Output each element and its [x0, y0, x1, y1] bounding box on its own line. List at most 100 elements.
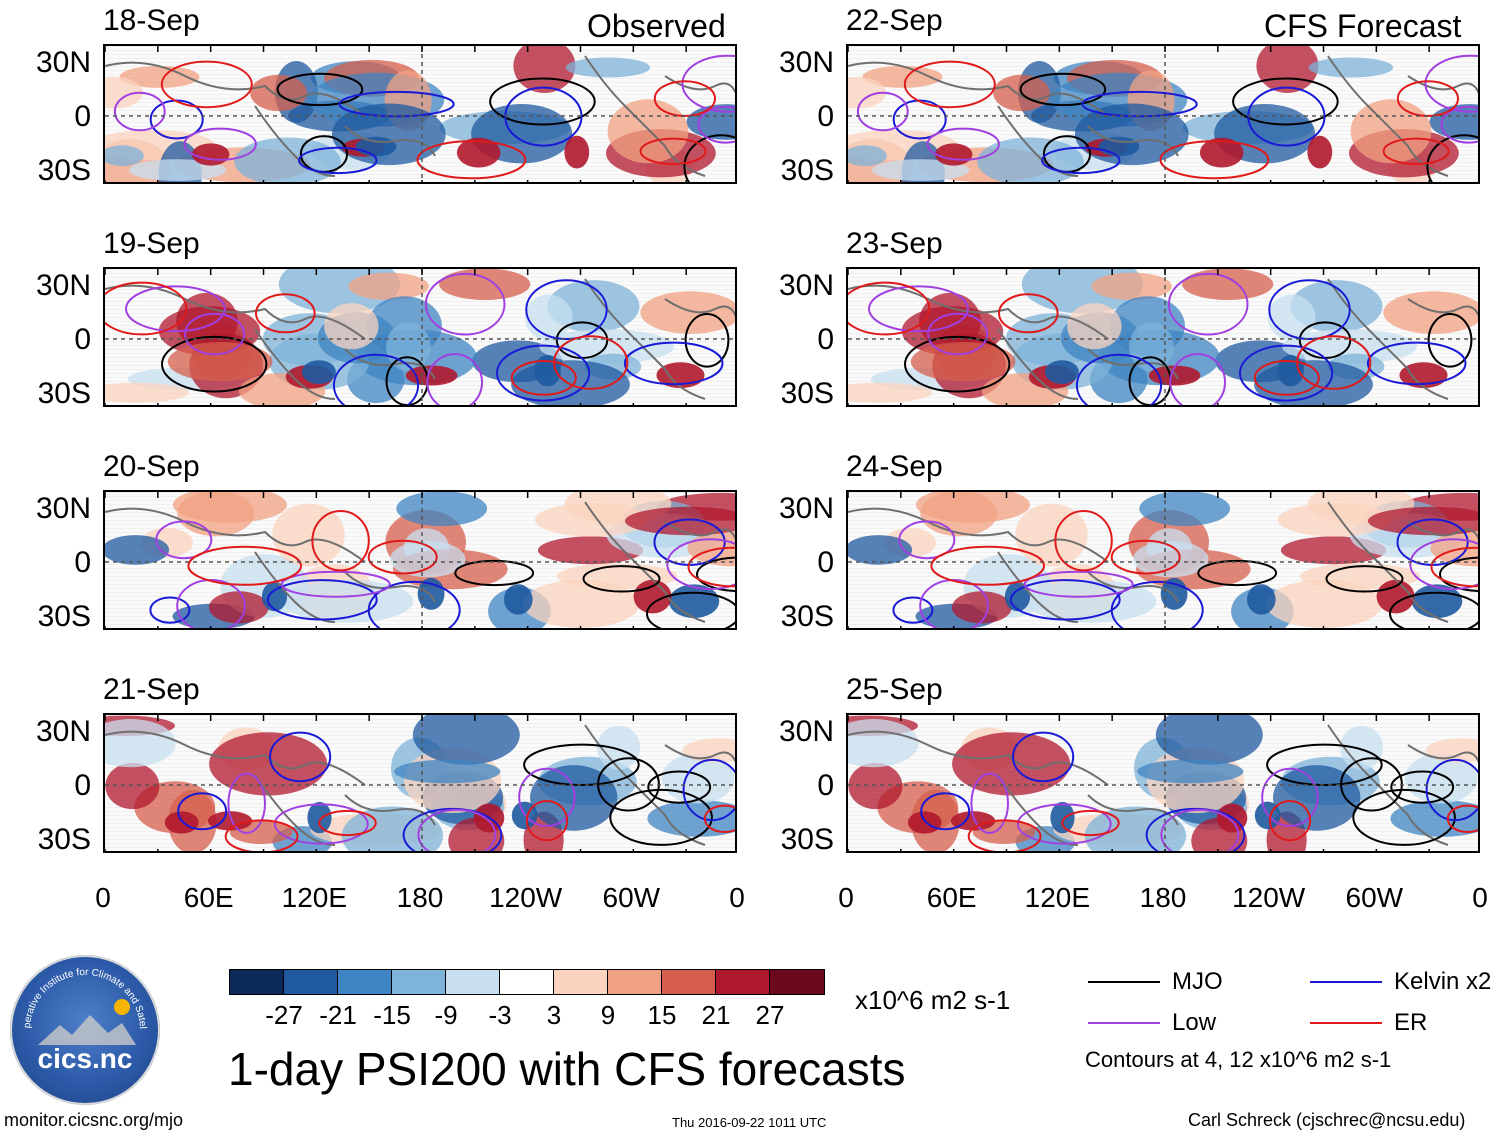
contour-low — [125, 285, 226, 333]
x-tick-label: 0 — [729, 882, 745, 913]
y-tick-label: 0 — [817, 323, 834, 356]
coastline — [848, 507, 1109, 563]
contour-low — [919, 579, 989, 628]
contour-kelvin-x2 — [1268, 279, 1351, 340]
anomaly-shading — [105, 145, 144, 167]
anomaly-shading — [1067, 303, 1122, 350]
y-tick-label: 30N — [778, 46, 834, 79]
colorbar-swatch — [554, 970, 608, 994]
colorbar-swatch — [500, 970, 554, 994]
map-panel — [103, 713, 737, 853]
anomaly-shading — [1429, 104, 1478, 140]
colorbar-tick-label: 15 — [647, 1000, 677, 1030]
anomaly-shading — [920, 492, 998, 537]
x-tick-label: 60E — [183, 882, 234, 913]
x-tick-label: 120W — [1232, 882, 1306, 913]
colorbar-swatch — [662, 970, 716, 994]
anomaly-core — [207, 811, 253, 831]
anomaly-shading — [1091, 272, 1172, 300]
y-tick-label: 30N — [35, 46, 91, 79]
observed-label: Observed — [587, 8, 726, 44]
contour-er — [224, 819, 299, 851]
colorbar-swatch — [338, 970, 392, 994]
anomaly-shading — [348, 272, 429, 300]
contour-er — [525, 800, 569, 842]
contour-kelvin-x2 — [266, 579, 378, 621]
colorbar-swatch — [608, 970, 662, 994]
contour-kelvin-x2 — [1425, 758, 1478, 822]
anomaly-shading — [534, 503, 649, 537]
contour-low — [1016, 803, 1112, 845]
x-tick-label: 60E — [926, 882, 977, 913]
map-svg — [848, 715, 1478, 851]
anomaly-shading — [119, 65, 200, 88]
anomaly-shading — [390, 540, 466, 578]
contour-kelvin-x2 — [298, 146, 378, 175]
contour-low — [1023, 570, 1134, 598]
anomaly-core — [164, 811, 199, 834]
anomaly-shading — [1137, 759, 1244, 784]
contour-kelvin-x2 — [332, 353, 420, 405]
contour-mjo — [1325, 565, 1404, 593]
colorbar-tick-label: 27 — [755, 1000, 785, 1030]
contour-mjo — [1439, 556, 1478, 592]
contour-low — [155, 520, 213, 560]
x-tick-label: 0 — [95, 882, 111, 913]
anomaly-core — [1199, 137, 1244, 168]
map-svg — [848, 492, 1478, 628]
contour-kelvin-x2 — [496, 344, 591, 402]
anomaly-shading — [412, 715, 520, 765]
y-tick-label: 0 — [817, 769, 834, 802]
contour-er — [1061, 809, 1120, 837]
logo-ring-text: Cooperative Institute for Climate and Sa… — [10, 955, 148, 1029]
contour-er — [967, 819, 1042, 851]
map-svg — [848, 269, 1478, 405]
contour-kelvin-x2 — [1012, 731, 1075, 783]
y-tick-label: 30S — [37, 600, 91, 633]
contour-mjo — [647, 770, 712, 804]
coastline — [997, 105, 1079, 177]
map-svg — [105, 715, 735, 851]
contour-er — [1446, 804, 1478, 833]
coastline — [1087, 571, 1179, 603]
anomaly-core — [907, 811, 942, 834]
contour-low — [176, 579, 246, 628]
anomaly-shading — [128, 159, 227, 181]
panel-date-25-sep: 25-Sep — [846, 673, 943, 706]
anomaly-core — [935, 143, 973, 166]
anomaly-core — [1148, 365, 1201, 386]
anomaly-shading — [1074, 103, 1189, 166]
map-panel — [103, 490, 737, 630]
anomaly-shading — [1340, 725, 1384, 770]
coastline — [105, 507, 366, 563]
map-panel — [846, 713, 1480, 853]
coastline — [1407, 744, 1478, 763]
footer-url[interactable]: monitor.cicsnc.org/mjo — [4, 1110, 184, 1130]
coastline — [344, 125, 436, 157]
panel-date-18-sep: 18-Sep — [103, 4, 200, 37]
contours-note: Contours at 4, 12 x10^6 m2 s-1 — [1085, 1047, 1392, 1072]
contour-kelvin-x2 — [1366, 341, 1467, 386]
anomaly-shading — [177, 492, 255, 537]
anomaly-core — [456, 137, 501, 168]
contour-low — [856, 91, 909, 132]
contour-mjo — [1266, 743, 1383, 786]
contour-low — [424, 272, 506, 336]
contour-mjo — [1390, 770, 1455, 804]
x-tick-label: 180 — [1139, 882, 1187, 913]
contour-low — [184, 312, 246, 356]
anomaly-shading — [848, 76, 886, 109]
coastline — [1407, 75, 1478, 94]
contour-kelvin-x2 — [623, 341, 724, 386]
contour-mjo — [683, 134, 735, 182]
contour-er — [1110, 539, 1181, 575]
contour-er — [187, 545, 302, 586]
footer-timestamp: Thu 2016-09-22 1011 UTC — [672, 1115, 827, 1130]
anomaly-shading — [910, 342, 1016, 382]
colorbar-tick-label: -21 — [319, 1000, 357, 1030]
contour-er — [160, 60, 253, 109]
legend-mjo-label: MJO — [1172, 968, 1223, 995]
contour-kelvin-x2 — [269, 731, 332, 783]
coastline — [584, 501, 706, 623]
logo-brand: cics.nc — [37, 1043, 133, 1074]
